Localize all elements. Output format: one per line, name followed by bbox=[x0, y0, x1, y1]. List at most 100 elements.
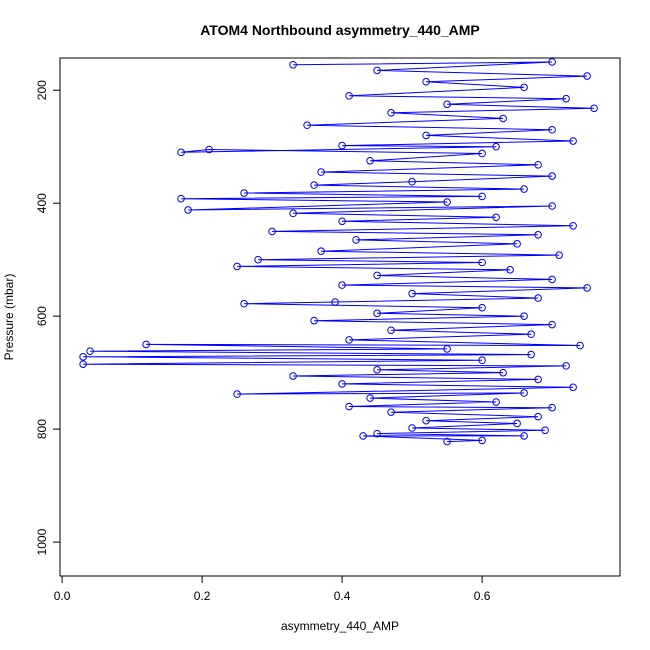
point bbox=[345, 336, 353, 344]
point bbox=[240, 299, 248, 308]
point bbox=[177, 148, 185, 157]
point bbox=[205, 145, 213, 154]
point bbox=[373, 271, 381, 280]
x-tick-label: 0.6 bbox=[474, 589, 491, 603]
y-axis-label: Pressure (mbar) bbox=[2, 274, 16, 361]
point bbox=[534, 160, 542, 169]
point bbox=[562, 94, 570, 103]
point bbox=[590, 104, 598, 113]
point bbox=[345, 402, 353, 411]
point bbox=[345, 92, 353, 100]
point bbox=[338, 141, 346, 150]
point bbox=[548, 275, 556, 284]
x-axis-label: asymmetry_440_AMP bbox=[281, 619, 399, 633]
point bbox=[359, 432, 367, 440]
point bbox=[408, 289, 416, 298]
point bbox=[520, 389, 528, 397]
point bbox=[520, 432, 528, 440]
point bbox=[562, 362, 570, 370]
point bbox=[373, 66, 381, 75]
point bbox=[289, 60, 297, 69]
point bbox=[268, 227, 276, 236]
point bbox=[492, 142, 500, 151]
point bbox=[492, 398, 500, 406]
plot-frame bbox=[59, 57, 621, 577]
point bbox=[534, 294, 542, 302]
point bbox=[506, 266, 514, 274]
point bbox=[569, 221, 577, 230]
point bbox=[373, 366, 381, 374]
point bbox=[422, 416, 430, 425]
point bbox=[583, 284, 591, 292]
point bbox=[86, 347, 94, 355]
point bbox=[583, 72, 591, 80]
point bbox=[79, 353, 87, 361]
point bbox=[408, 177, 416, 186]
point bbox=[527, 350, 535, 359]
point bbox=[338, 281, 346, 289]
point bbox=[338, 217, 346, 226]
series-line bbox=[83, 61, 595, 443]
point bbox=[520, 185, 528, 193]
y-tick-label: 600 bbox=[35, 306, 49, 326]
point bbox=[443, 198, 451, 206]
y-tick-label: 200 bbox=[35, 80, 49, 100]
y-tick-label: 400 bbox=[35, 193, 49, 213]
point bbox=[310, 181, 318, 189]
point bbox=[555, 251, 563, 259]
point bbox=[387, 408, 395, 416]
point bbox=[534, 412, 542, 421]
point bbox=[443, 100, 451, 109]
point bbox=[478, 258, 486, 267]
point bbox=[534, 375, 542, 384]
point bbox=[548, 125, 556, 134]
point bbox=[443, 345, 451, 353]
point bbox=[289, 209, 297, 218]
point bbox=[569, 383, 577, 392]
point bbox=[548, 403, 556, 412]
point bbox=[478, 192, 486, 201]
point bbox=[331, 298, 339, 306]
point bbox=[422, 77, 430, 86]
point bbox=[408, 424, 416, 432]
point bbox=[289, 372, 297, 380]
point bbox=[338, 380, 346, 388]
y-tick-label: 800 bbox=[35, 419, 49, 439]
point bbox=[541, 426, 549, 435]
point bbox=[520, 83, 528, 92]
point bbox=[142, 340, 150, 349]
point bbox=[548, 172, 556, 180]
point bbox=[513, 240, 521, 248]
point bbox=[79, 360, 87, 368]
y-tick-label: 1000 bbox=[35, 528, 49, 555]
point bbox=[478, 356, 486, 365]
point bbox=[317, 247, 325, 255]
point bbox=[387, 108, 395, 117]
point bbox=[422, 131, 430, 140]
point bbox=[310, 316, 318, 325]
point bbox=[233, 262, 241, 271]
x-tick-label: 0.2 bbox=[194, 589, 211, 603]
point bbox=[387, 326, 395, 335]
point bbox=[548, 320, 556, 329]
point bbox=[478, 436, 486, 445]
x-tick-label: 0.0 bbox=[54, 589, 71, 603]
point bbox=[527, 330, 535, 339]
point bbox=[303, 121, 311, 130]
point bbox=[373, 429, 381, 438]
point bbox=[233, 390, 241, 398]
point bbox=[548, 202, 556, 210]
point bbox=[352, 236, 360, 244]
x-tick-label: 0.4 bbox=[334, 589, 351, 603]
point bbox=[569, 137, 577, 145]
point bbox=[240, 189, 248, 197]
chart-title: ATOM4 Northbound asymmetry_440_AMP bbox=[200, 22, 480, 38]
point bbox=[499, 114, 507, 123]
point bbox=[513, 419, 521, 428]
point bbox=[184, 206, 192, 214]
point bbox=[177, 194, 185, 203]
point bbox=[534, 231, 542, 239]
point bbox=[443, 437, 451, 446]
point bbox=[492, 213, 500, 222]
